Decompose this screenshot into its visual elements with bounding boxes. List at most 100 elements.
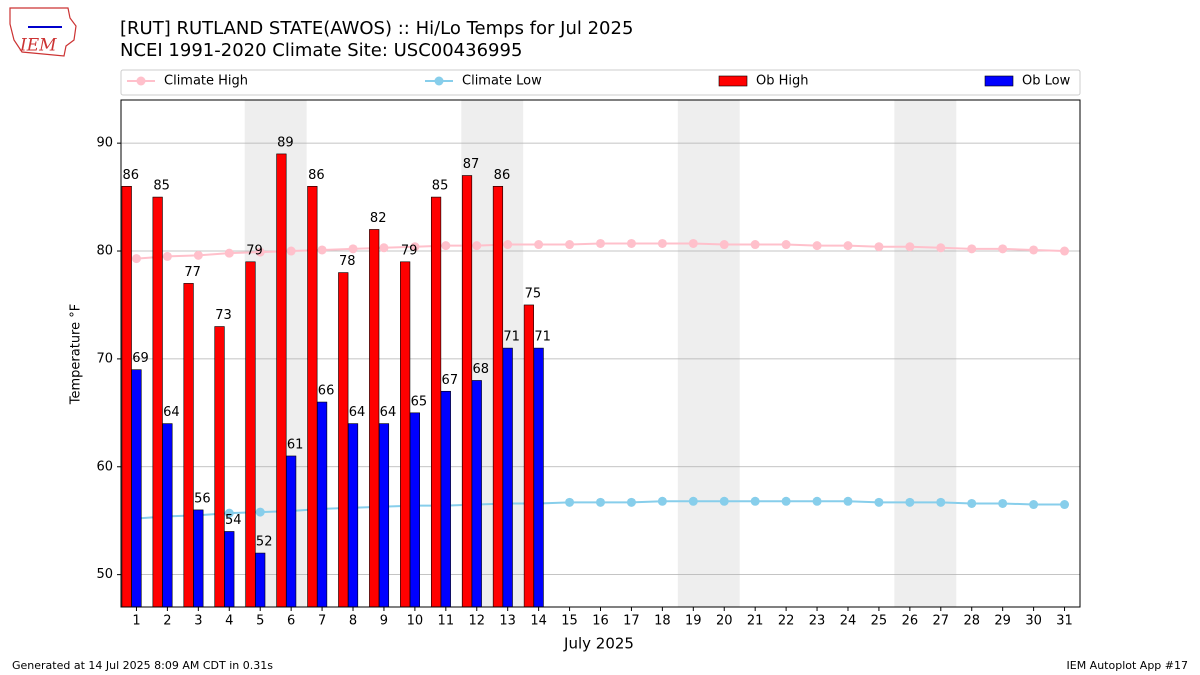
bar bbox=[471, 380, 482, 608]
value-label: 64 bbox=[349, 405, 366, 420]
climate-point bbox=[1029, 500, 1039, 510]
climate-point bbox=[874, 242, 884, 252]
weekend-shade bbox=[677, 100, 740, 607]
y-tick-label: 70 bbox=[96, 351, 113, 366]
bar bbox=[409, 412, 420, 608]
bar bbox=[347, 423, 359, 608]
climate-point bbox=[905, 242, 915, 252]
climate-point bbox=[781, 496, 791, 506]
footer-right: IEM Autoplot App #17 bbox=[1067, 659, 1189, 672]
climate-point bbox=[874, 497, 884, 507]
x-tick-label: 1 bbox=[132, 614, 140, 629]
bar bbox=[430, 196, 442, 608]
x-tick-label: 18 bbox=[654, 614, 671, 629]
climate-point bbox=[596, 238, 605, 248]
x-tick-label: 3 bbox=[194, 614, 202, 629]
value-label: 85 bbox=[432, 179, 449, 194]
value-label: 71 bbox=[534, 330, 551, 345]
value-label: 86 bbox=[308, 168, 325, 183]
climate-point bbox=[998, 498, 1008, 508]
bar bbox=[183, 283, 194, 608]
logo: IEM bbox=[9, 7, 77, 57]
bar bbox=[461, 175, 473, 608]
value-label: 73 bbox=[215, 308, 232, 323]
climate-point bbox=[905, 497, 915, 507]
value-label: 56 bbox=[194, 491, 211, 506]
climate-point bbox=[812, 496, 822, 506]
y-tick-label: 90 bbox=[96, 136, 113, 151]
x-tick-label: 16 bbox=[592, 614, 609, 629]
x-tick-label: 30 bbox=[1025, 614, 1042, 629]
climate-point bbox=[843, 496, 853, 506]
x-tick-label: 22 bbox=[778, 614, 795, 629]
x-tick-label: 8 bbox=[349, 614, 357, 629]
climate-point bbox=[255, 507, 265, 517]
value-label: 54 bbox=[225, 513, 242, 528]
climate-point bbox=[193, 250, 203, 260]
value-label: 85 bbox=[153, 179, 170, 194]
bar bbox=[152, 196, 163, 608]
x-tick-label: 13 bbox=[499, 614, 516, 629]
bar bbox=[307, 185, 318, 608]
legend-box bbox=[120, 69, 1081, 96]
bar bbox=[162, 423, 173, 608]
bar bbox=[131, 369, 142, 608]
x-tick-label: 15 bbox=[561, 614, 578, 629]
legend-swatch bbox=[984, 75, 1014, 87]
logo-outline bbox=[9, 7, 77, 57]
value-label: 86 bbox=[122, 168, 139, 183]
x-tick-label: 6 bbox=[287, 614, 295, 629]
value-label: 71 bbox=[503, 330, 520, 345]
bar bbox=[440, 390, 451, 608]
value-label: 61 bbox=[287, 437, 304, 452]
climate-point bbox=[843, 241, 853, 251]
climate-point bbox=[224, 508, 234, 518]
x-tick-label: 14 bbox=[530, 614, 547, 629]
climate-point bbox=[812, 241, 822, 251]
climate-point bbox=[131, 254, 141, 264]
bar bbox=[276, 153, 287, 608]
legend-swatch bbox=[718, 75, 748, 87]
climate-point bbox=[936, 497, 946, 507]
value-label: 79 bbox=[401, 243, 418, 258]
bar bbox=[400, 261, 411, 608]
y-tick-label: 60 bbox=[96, 459, 113, 474]
bar bbox=[502, 347, 513, 608]
x-tick-label: 24 bbox=[840, 614, 857, 629]
bar bbox=[193, 509, 204, 608]
x-tick-label: 7 bbox=[318, 614, 326, 629]
climate-point bbox=[998, 244, 1008, 254]
climate-point bbox=[534, 240, 544, 250]
value-label: 67 bbox=[442, 373, 459, 388]
x-tick-label: 23 bbox=[809, 614, 826, 629]
climate-point bbox=[410, 242, 420, 252]
value-label: 68 bbox=[472, 362, 489, 377]
x-tick-label: 11 bbox=[438, 614, 455, 629]
climate-point bbox=[255, 247, 265, 257]
climate-point bbox=[348, 244, 358, 254]
legend-label: Climate Low bbox=[462, 74, 542, 89]
bar bbox=[338, 272, 349, 608]
x-tick-label: 19 bbox=[685, 614, 702, 629]
climate-point bbox=[503, 240, 513, 250]
y-tick-label: 50 bbox=[96, 567, 113, 582]
x-tick-label: 25 bbox=[871, 614, 888, 629]
legend-swatch-marker bbox=[434, 76, 444, 86]
footer-left: Generated at 14 Jul 2025 8:09 AM CDT in … bbox=[12, 659, 273, 672]
y-axis-label: Temperature °F bbox=[69, 304, 84, 405]
x-tick-label: 5 bbox=[256, 614, 264, 629]
climate-point bbox=[565, 497, 575, 507]
climate-point bbox=[224, 248, 234, 258]
value-label: 66 bbox=[318, 384, 335, 399]
x-tick-label: 4 bbox=[225, 614, 233, 629]
bar bbox=[214, 326, 225, 608]
bar bbox=[369, 229, 380, 608]
x-tick-label: 26 bbox=[902, 614, 919, 629]
climate-point bbox=[719, 496, 729, 506]
climate-point bbox=[750, 496, 760, 506]
x-tick-label: 9 bbox=[380, 614, 388, 629]
climate-point bbox=[626, 238, 636, 248]
bar bbox=[121, 185, 132, 608]
value-label: 79 bbox=[246, 243, 263, 258]
climate-point bbox=[286, 246, 296, 256]
